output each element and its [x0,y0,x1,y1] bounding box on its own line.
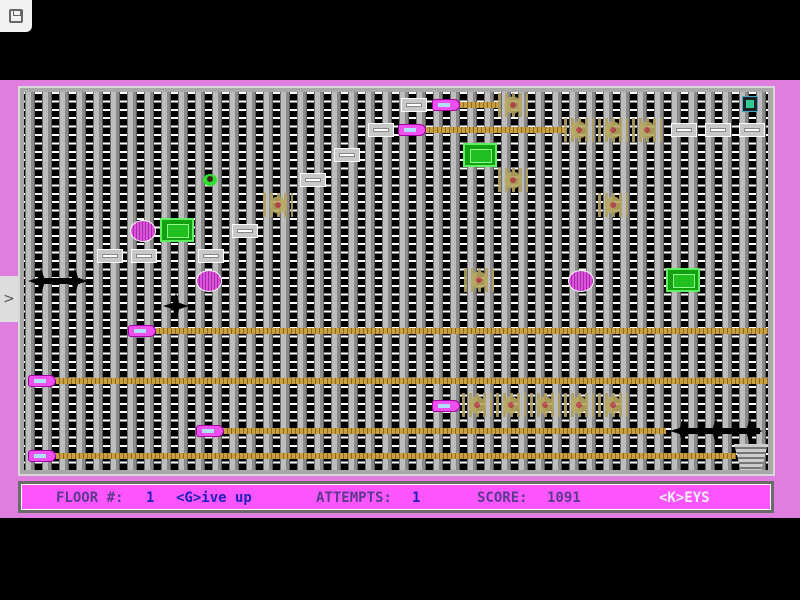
pipe-connector [300,173,326,187]
side-panel-toggle[interactable]: > [0,276,18,322]
pipe-connector [739,123,765,137]
floor-value: 1 [146,490,155,506]
pipe-connector [198,249,224,263]
rope-beam [426,127,566,133]
spike-mine [464,268,494,292]
playfield[interactable] [24,92,768,470]
player-sprite [197,170,223,190]
green-gem [666,268,700,292]
attempts-value: 1 [412,490,421,506]
spike-mine [498,93,528,117]
score-value: 1091 [547,490,581,506]
pink-ball [196,270,222,292]
pink-ball [130,220,156,242]
keys-button[interactable]: <K>EYS [659,490,710,506]
pipe-connector [368,123,394,137]
rope-beam [460,102,500,108]
pipe-connector [334,148,360,162]
spike-mine [462,393,492,417]
pipe-connector [705,123,731,137]
status-bar: FLOOR #: 1 <G>ive up ATTEMPTS: 1 SCORE: … [18,481,774,513]
cannon-ship [28,450,56,462]
spike-mine [496,393,526,417]
rope-beam [156,328,768,334]
spike-mine [598,193,628,217]
cannon-ship [432,400,460,412]
spike-mine [598,118,628,142]
cannon-ship [398,124,426,136]
black-hole-link [40,278,80,284]
spike-mine [263,193,293,217]
spike-mine [564,393,594,417]
rope-beam [56,378,768,384]
spike-mine [564,118,594,142]
green-gem [463,143,497,167]
cannon-ship [28,375,56,387]
pipe-connector [232,224,258,238]
cannon-ship [432,99,460,111]
save-button[interactable] [0,0,32,32]
rope-beam [224,428,666,434]
pipe-connector [97,249,123,263]
pipe-connector [671,123,697,137]
bucket-exit-icon [734,444,768,470]
computer-icon [742,96,758,112]
score-label: SCORE: [477,490,528,506]
spike-mine [598,393,628,417]
floor-label: FLOOR #: [56,490,124,506]
floppy-disk-icon [9,9,23,23]
green-gem [160,218,194,242]
attempts-label: ATTEMPTS: [316,490,392,506]
pink-ball [568,270,594,292]
cannon-ship [196,425,224,437]
spike-mine [498,168,528,192]
cannon-ship [128,325,156,337]
pipe-connector [401,98,427,112]
give-up-button[interactable]: <G>ive up [176,490,252,506]
spike-mine [530,393,560,417]
pipe-connector [131,249,157,263]
spike-mine [632,118,662,142]
rope-beam [56,453,736,459]
